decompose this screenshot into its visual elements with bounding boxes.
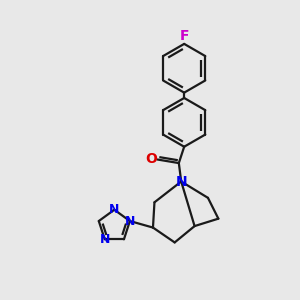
Text: N: N <box>176 175 187 188</box>
Text: F: F <box>179 28 189 43</box>
Text: N: N <box>109 203 119 216</box>
Text: N: N <box>100 233 110 246</box>
Text: N: N <box>125 214 135 227</box>
Text: O: O <box>145 152 157 166</box>
